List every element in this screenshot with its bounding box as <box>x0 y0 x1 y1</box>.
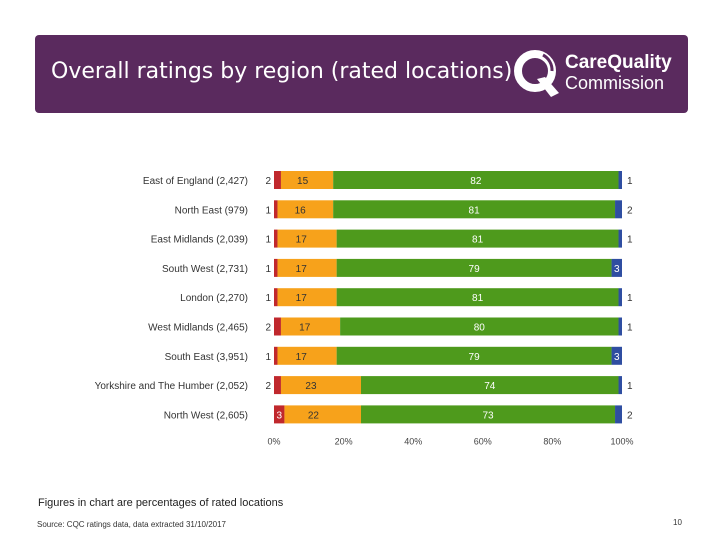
bar-segment <box>618 317 622 336</box>
bar-segment <box>274 405 285 424</box>
data-label: 1 <box>627 293 633 304</box>
category-label: South East (3,951) <box>165 352 248 363</box>
bar-segment <box>274 258 278 277</box>
bar-segment <box>277 288 337 307</box>
data-label: 17 <box>299 323 311 334</box>
data-label: 73 <box>482 410 494 421</box>
category-label: North East (979) <box>175 205 248 216</box>
data-label: 1 <box>627 235 633 246</box>
data-label: 82 <box>470 176 482 187</box>
logo-wordmark-line2: Commission <box>565 73 665 93</box>
bar-segment <box>336 258 612 277</box>
category-label: Yorkshire and The Humber (2,052) <box>95 381 248 392</box>
data-label: 17 <box>296 293 308 304</box>
data-label: 80 <box>474 323 486 334</box>
data-label: 74 <box>484 381 496 392</box>
bar-segment <box>274 229 278 248</box>
data-label: 15 <box>297 176 309 187</box>
bar-segment <box>336 229 619 248</box>
bar-segment <box>618 288 622 307</box>
bar-segment <box>280 376 361 395</box>
bar-segment <box>274 317 281 336</box>
data-label: 1 <box>627 381 633 392</box>
data-label: 79 <box>469 264 481 275</box>
x-tick-label: 40% <box>404 436 422 446</box>
data-label: 2 <box>265 381 271 392</box>
category-label: West Midlands (2,465) <box>148 323 248 334</box>
category-label: London (2,270) <box>180 293 248 304</box>
bar-segment <box>361 405 616 424</box>
x-tick-label: 100% <box>610 436 633 446</box>
data-label: 1 <box>265 352 271 363</box>
data-label: 81 <box>469 205 481 216</box>
data-label: 2 <box>627 205 633 216</box>
bar-segment <box>333 171 619 189</box>
data-label: 2 <box>265 323 271 334</box>
x-tick-label: 0% <box>267 436 280 446</box>
bar-segment <box>333 200 616 219</box>
bar-segment <box>284 405 361 424</box>
bar-segment <box>274 288 278 307</box>
data-label: 3 <box>276 410 282 421</box>
data-label: 3 <box>614 264 620 275</box>
cqc-logo: CareQuality Commission <box>513 47 683 103</box>
bar-segment <box>277 200 334 219</box>
data-label: 1 <box>265 264 271 275</box>
data-label: 23 <box>305 381 317 392</box>
category-label: East Midlands (2,039) <box>151 235 248 246</box>
data-label: 81 <box>472 235 484 246</box>
page-number: 10 <box>673 518 682 527</box>
bar-segment <box>361 376 619 395</box>
title-banner: Overall ratings by region (rated locatio… <box>35 35 688 113</box>
data-label: 2 <box>265 176 271 187</box>
bar-segment <box>274 346 278 365</box>
bar-segment <box>280 171 334 189</box>
bar-segment <box>611 258 622 277</box>
category-label: East of England (2,427) <box>143 176 248 187</box>
data-label: 17 <box>296 264 308 275</box>
bar-segment <box>618 376 622 395</box>
x-tick-label: 80% <box>543 436 561 446</box>
bar-segment <box>274 376 281 395</box>
bar-segment <box>618 229 622 248</box>
bar-segment <box>618 171 622 189</box>
x-tick-label: 60% <box>474 436 492 446</box>
bar-segment <box>336 346 612 365</box>
data-label: 17 <box>296 352 308 363</box>
source-note: Source: CQC ratings data, data extracted… <box>37 520 227 529</box>
data-label: 1 <box>265 293 271 304</box>
data-label: 1 <box>627 176 633 187</box>
data-label: 1 <box>265 205 271 216</box>
bar-segment <box>277 258 337 277</box>
data-label: 3 <box>614 352 620 363</box>
bar-segment <box>274 171 281 189</box>
data-label: 1 <box>627 323 633 334</box>
data-label: 1 <box>265 235 271 246</box>
data-label: 16 <box>295 205 307 216</box>
data-label: 81 <box>472 293 484 304</box>
logo-wordmark-line1: CareQuality <box>565 52 672 73</box>
page-title: Overall ratings by region (rated locatio… <box>51 59 513 84</box>
bar-segment <box>611 346 622 365</box>
chart-footnote: Figures in chart are percentages of rate… <box>38 497 284 509</box>
bar-segment <box>336 288 619 307</box>
bar-segment <box>615 200 622 219</box>
bar-segment <box>340 317 619 336</box>
data-label: 79 <box>469 352 481 363</box>
category-label: South West (2,731) <box>162 264 248 275</box>
bar-segment <box>274 200 278 219</box>
bar-segment <box>277 346 337 365</box>
data-label: 22 <box>308 410 320 421</box>
data-label: 2 <box>627 410 633 421</box>
bar-segment <box>615 405 622 424</box>
data-label: 17 <box>296 235 308 246</box>
cqc-logo-icon <box>514 50 559 97</box>
x-tick-label: 20% <box>335 436 353 446</box>
bar-segment <box>280 317 341 336</box>
category-label: North West (2,605) <box>164 410 248 421</box>
bar-segment <box>277 229 337 248</box>
stacked-bar-chart: East of England (2,427) 2 15 82 1 North East … <box>95 171 634 446</box>
